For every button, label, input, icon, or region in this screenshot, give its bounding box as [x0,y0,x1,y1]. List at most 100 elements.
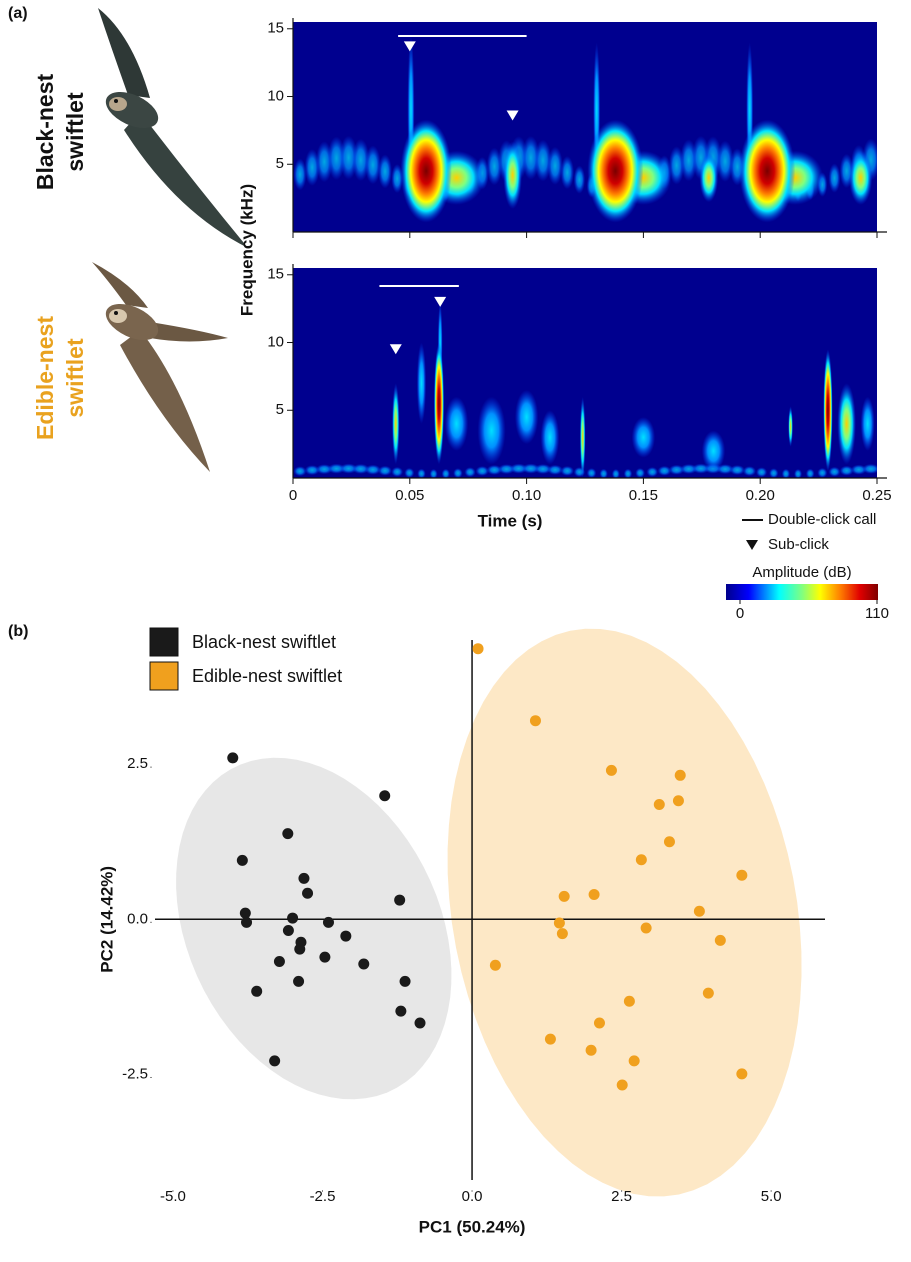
spectrogram-noise [668,464,685,475]
colorbar [726,584,878,600]
spectrogram-noise [657,465,672,476]
point [558,890,570,902]
point [379,790,391,802]
spectrogram [293,22,877,232]
sub-click-marker [506,110,519,121]
point [319,951,331,963]
panel-label: (a) [8,5,28,22]
legend-label: Black-nest swiftlet [192,632,336,652]
point [251,985,263,997]
point [227,752,239,764]
x-axis-label: PC1 (50.24%) [419,1217,526,1236]
point [672,795,684,807]
point [544,1033,556,1045]
spectrogram-noise [560,155,575,190]
point [395,1005,407,1017]
y-tick-label: 15 [267,266,284,283]
species-label: Black-nest swiftlet [32,73,88,190]
spectrogram-noise [756,467,768,478]
point [472,643,484,655]
spectrogram-noise [441,468,450,478]
spectrogram-noise [805,468,815,478]
spectrogram-energy [699,153,719,203]
spectrogram-noise [378,465,392,476]
point [282,924,294,936]
point [593,1017,605,1029]
spectrogram-noise [817,467,828,478]
colorbar-title: Amplitude (dB) [752,564,851,581]
point [736,1068,748,1080]
point [239,907,251,919]
point [674,769,686,781]
spectrogram-noise [417,468,426,478]
x-axis-label: Time (s) [478,511,543,530]
spectrogram-energy [400,119,452,223]
x-tick-label: 0.05 [395,487,424,504]
spectrogram-noise [850,464,867,475]
x-tick-label: 0.25 [862,487,891,504]
point [588,888,600,900]
spectrogram-noise [429,468,438,478]
spectrogram-noise [716,140,734,182]
point [358,958,370,970]
spectrogram-energy [631,417,656,458]
y-tick-label: 15 [267,20,284,37]
spectrogram-noise [534,464,552,475]
spectrogram-noise [391,466,404,477]
x-tick-label: 5.0 [761,1188,782,1205]
spectrogram-noise [364,464,381,475]
spectrogram-energy [392,383,400,465]
spectrogram-energy [587,119,644,223]
point [399,975,411,987]
point [605,764,617,776]
spectrogram-energy [579,396,586,478]
legend-label: Edible-nest swiftlet [192,666,342,686]
legend-call: Double-click call [768,511,876,528]
point [663,836,675,848]
spectrogram-noise [475,466,489,477]
spectrogram-noise [364,145,381,185]
point [302,887,314,899]
point [414,1017,426,1029]
point [287,912,299,924]
spectrogram-noise [742,466,757,477]
point [489,959,501,971]
spectrogram-energy [477,396,506,465]
point [714,934,726,946]
x-tick-label: 0.20 [746,487,775,504]
y-tick-label: 5 [276,155,284,172]
point [282,828,294,840]
x-tick-label: 0 [289,487,297,504]
point [585,1044,597,1056]
colorbar-tick-label: 110 [865,605,889,622]
point [702,987,714,999]
point [640,922,652,934]
spectrogram-noise [352,138,370,182]
legend-swatch [149,627,179,657]
spectrogram-energy [433,342,445,465]
bird-black-nest [98,8,248,248]
spectrogram-energy [503,141,522,209]
spectrogram-energy [860,396,875,451]
spectrogram-energy [848,150,873,205]
legend-swatch [149,661,179,691]
x-tick-label: -2.5 [310,1188,336,1205]
spectrogram-noise [378,154,392,189]
spectrogram-noise [352,463,370,474]
spectrogram-noise [623,468,633,478]
point [340,930,352,942]
point [556,928,568,940]
spectrogram-energy [416,342,427,424]
point [236,854,248,866]
spectrogram-noise [839,465,854,476]
spectrogram-noise [534,139,552,182]
y-tick-label: 5 [276,401,284,418]
spectrogram-noise [716,464,734,475]
spectrogram-noise [293,466,307,477]
x-tick-label: 0.10 [512,487,541,504]
spectrogram-noise [573,165,586,194]
spectrogram-noise [453,468,463,478]
panel-label: (b) [8,623,28,640]
spectrogram-energy [540,410,560,465]
spectrogram-energy [823,349,833,472]
